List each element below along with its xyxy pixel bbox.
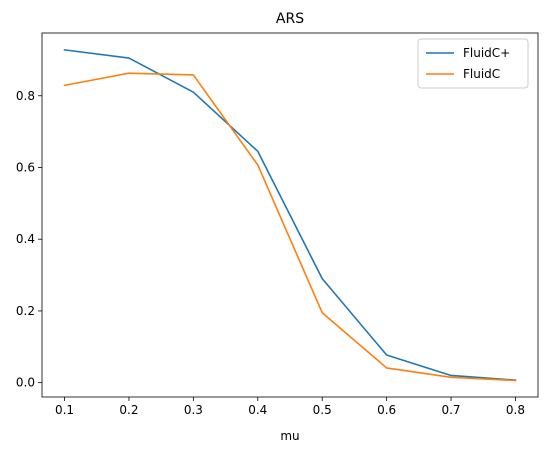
x-tick-label: 0.5 — [313, 403, 332, 417]
series-line-fluidc- — [63, 48, 517, 381]
x-tick-label: 0.2 — [119, 403, 138, 417]
y-tick-label: 0.4 — [16, 232, 35, 246]
y-tick-label: 0.8 — [16, 89, 35, 103]
legend: FluidC+ FluidC — [417, 38, 529, 89]
legend-entry: FluidC+ — [463, 46, 510, 60]
y-tick-label: 0.6 — [16, 160, 35, 174]
series-lines — [63, 48, 517, 382]
x-tick-label: 0.4 — [248, 403, 267, 417]
axes-frame — [41, 32, 539, 398]
x-tick-label: 0.6 — [377, 403, 396, 417]
plot-area — [41, 32, 539, 398]
y-tick-label: 0.2 — [16, 304, 35, 318]
x-tick-label: 0.1 — [55, 403, 74, 417]
legend-entry: FluidC — [463, 67, 500, 81]
series-line-fluidc — [63, 72, 517, 382]
y-axis: 0.0 0.2 0.4 0.6 0.8 — [16, 89, 42, 390]
legend-box — [417, 38, 529, 89]
x-tick-label: 0.8 — [506, 403, 525, 417]
x-tick-label: 0.3 — [184, 403, 203, 417]
x-axis: 0.1 0.2 0.3 0.4 0.5 0.6 0.7 0.8 — [55, 397, 525, 417]
x-axis-label: mu — [280, 429, 299, 443]
y-tick-label: 0.0 — [16, 376, 35, 390]
chart-title: ARS — [276, 11, 304, 27]
x-tick-label: 0.7 — [441, 403, 460, 417]
